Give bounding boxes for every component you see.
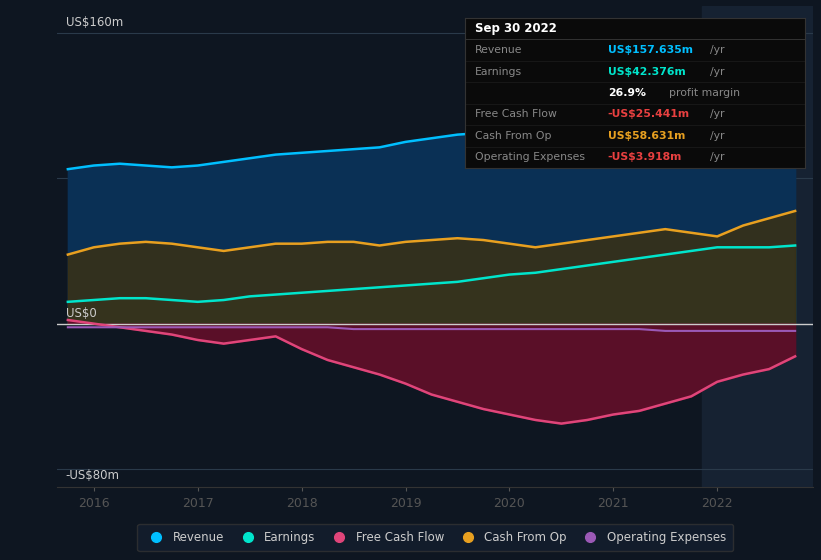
Text: /yr: /yr [710, 131, 724, 141]
Text: US$157.635m: US$157.635m [608, 45, 693, 55]
Text: Free Cash Flow: Free Cash Flow [475, 109, 557, 119]
Text: /yr: /yr [710, 45, 724, 55]
Text: Sep 30 2022: Sep 30 2022 [475, 22, 557, 35]
Text: 26.9%: 26.9% [608, 88, 646, 98]
Text: /yr: /yr [710, 67, 724, 77]
Text: -US$3.918m: -US$3.918m [608, 152, 682, 162]
Text: US$42.376m: US$42.376m [608, 67, 686, 77]
Text: -US$80m: -US$80m [66, 469, 120, 482]
Text: Earnings: Earnings [475, 67, 522, 77]
Text: profit margin: profit margin [669, 88, 740, 98]
Text: /yr: /yr [710, 109, 724, 119]
Bar [702, 6, 813, 487]
Text: /yr: /yr [710, 152, 724, 162]
Text: Revenue: Revenue [475, 45, 523, 55]
Text: Cash From Op: Cash From Op [475, 131, 552, 141]
Text: -US$25.441m: -US$25.441m [608, 109, 690, 119]
Text: Operating Expenses: Operating Expenses [475, 152, 585, 162]
Text: US$160m: US$160m [66, 16, 123, 29]
Text: US$0: US$0 [66, 307, 97, 320]
Legend: Revenue, Earnings, Free Cash Flow, Cash From Op, Operating Expenses: Revenue, Earnings, Free Cash Flow, Cash … [137, 524, 733, 551]
Text: US$58.631m: US$58.631m [608, 131, 686, 141]
